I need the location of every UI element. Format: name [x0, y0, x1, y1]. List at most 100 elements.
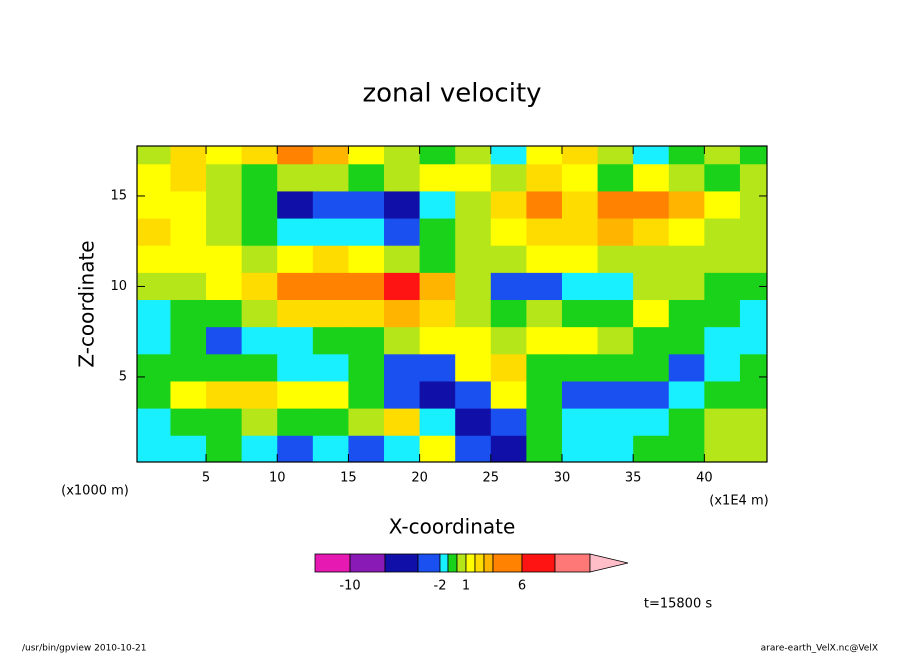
field-cell: [561, 327, 599, 355]
field-cell: [277, 327, 314, 355]
field-cell: [206, 381, 243, 410]
x-axis-label: X-coordinate: [389, 515, 516, 539]
x-tick-label: 25: [483, 471, 500, 486]
field-cell: [526, 272, 563, 301]
field-cell: [668, 218, 705, 247]
field-cell: [312, 354, 349, 382]
plot-frame: [136, 145, 768, 463]
field-cell: [241, 300, 278, 328]
x-unit: (x1E4 m): [709, 494, 768, 509]
field-cell: [455, 245, 492, 274]
field-cell: [561, 300, 599, 328]
field-cell: [384, 245, 421, 274]
y-tick-label: 10: [110, 279, 127, 294]
field-cell: [561, 218, 599, 247]
field-cell: [348, 218, 385, 247]
field-cell: [419, 245, 456, 274]
field-cell: [490, 191, 527, 220]
field-cell: [455, 435, 492, 462]
field-cell: [490, 354, 527, 382]
field-cell: [455, 381, 492, 410]
field-cell: [597, 164, 634, 192]
y-tick-label: 15: [110, 188, 127, 203]
field-cell: [312, 408, 349, 437]
field-cell: [206, 146, 243, 165]
field-cell: [633, 245, 670, 274]
x-tick-label: 10: [269, 471, 286, 486]
field-cell: [384, 218, 421, 247]
field-cell: [668, 146, 705, 165]
field-cell: [137, 245, 171, 274]
field-cell: [633, 218, 670, 247]
field-cell: [739, 327, 767, 355]
field-cell: [312, 218, 349, 247]
field-cell: [739, 164, 767, 192]
field-cell: [170, 146, 207, 165]
field-cell: [739, 191, 767, 220]
colorbar-tick-label: -2: [434, 579, 447, 594]
field-cell: [633, 327, 670, 355]
field-cell: [526, 381, 563, 410]
colorbar-box: [474, 553, 485, 573]
field-cell: [277, 408, 314, 437]
field-cell: [704, 245, 741, 274]
field-cell: [206, 435, 243, 462]
field-cell: [490, 272, 527, 301]
field-cell: [312, 245, 349, 274]
field-cell: [170, 354, 207, 382]
field-cell: [668, 354, 705, 382]
field-cell: [241, 435, 278, 462]
field-cell: [739, 354, 767, 382]
field-cell: [170, 327, 207, 355]
field-cell: [170, 381, 207, 410]
field-cell: [597, 300, 634, 328]
field-cell: [739, 272, 767, 301]
field-cell: [668, 381, 705, 410]
footer-right: arare-earth_VelX.nc@VelX: [761, 644, 878, 654]
field-cell: [137, 164, 171, 192]
field-cell: [241, 408, 278, 437]
field-cell: [348, 300, 385, 328]
field-cell: [526, 300, 563, 328]
field-cell: [419, 146, 456, 165]
field-cell: [739, 218, 767, 247]
colorbar-box: [314, 553, 351, 573]
field-cell: [241, 272, 278, 301]
field-cell: [704, 354, 741, 382]
field-cell: [526, 354, 563, 382]
field-cell: [348, 354, 385, 382]
field-cell: [137, 435, 171, 462]
field-cell: [704, 327, 741, 355]
field-cell: [206, 191, 243, 220]
field-cell: [526, 245, 563, 274]
field-cell: [455, 327, 492, 355]
field-cell: [490, 327, 527, 355]
field-cell: [739, 435, 767, 462]
y-tick-label: 5: [119, 369, 127, 384]
field-cell: [241, 146, 278, 165]
field-cell: [312, 272, 349, 301]
field-cell: [312, 191, 349, 220]
colorbar-box: [465, 553, 476, 573]
field-cell: [490, 300, 527, 328]
field-cell: [490, 381, 527, 410]
field-cell: [277, 146, 314, 165]
field-cell: [455, 408, 492, 437]
field-cell: [597, 327, 634, 355]
field-cell: [455, 164, 492, 192]
colorbar-box: [349, 553, 386, 573]
field-cell: [633, 300, 670, 328]
field-cell: [419, 272, 456, 301]
field-cell: [419, 300, 456, 328]
field-cell: [277, 218, 314, 247]
field-cell: [704, 218, 741, 247]
field-cell: [739, 245, 767, 274]
field-cell: [597, 272, 634, 301]
field-cell: [384, 191, 421, 220]
field-cell: [170, 191, 207, 220]
field-cell: [704, 164, 741, 192]
field-cell: [137, 381, 171, 410]
field-cell: [419, 408, 456, 437]
field-cell: [277, 435, 314, 462]
